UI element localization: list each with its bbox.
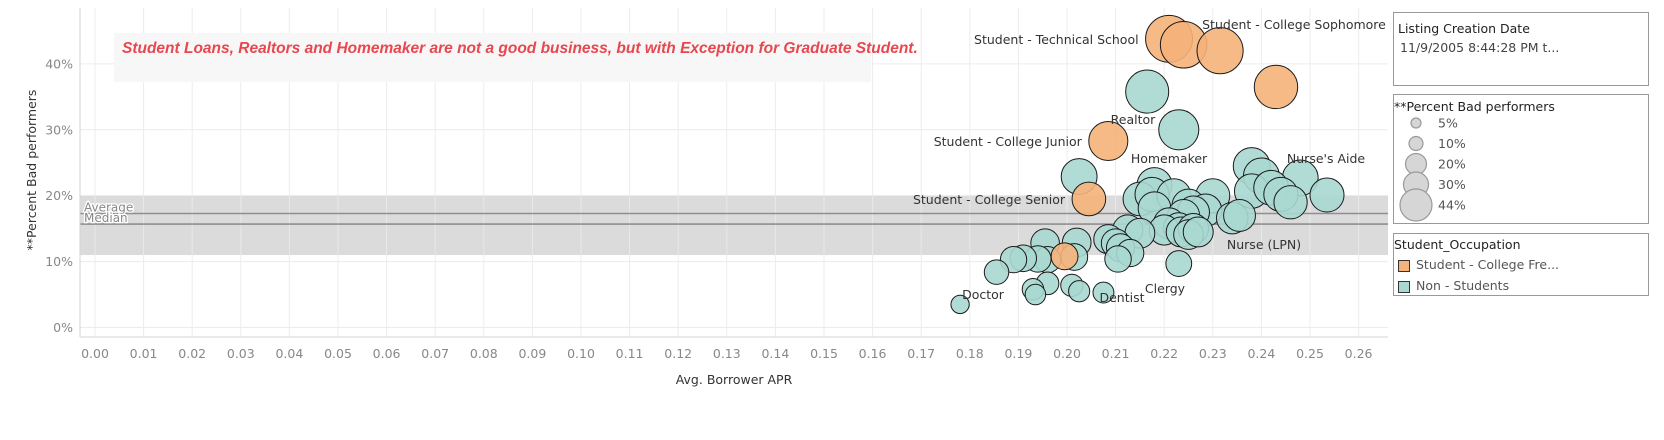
y-tick-label: 10% — [45, 254, 73, 269]
size-legend-symbol — [1404, 152, 1428, 176]
point-label: Student - College Senior — [913, 192, 1066, 207]
data-point — [1125, 69, 1170, 114]
x-tick-label: 0.12 — [664, 346, 692, 361]
data-point — [1223, 199, 1256, 232]
point-label: Student - College Sophomore — [1202, 17, 1386, 32]
y-tick-label: 0% — [53, 320, 73, 335]
x-tick-label: 0.20 — [1053, 346, 1081, 361]
point-label: Dentist — [1099, 290, 1144, 305]
date-legend[interactable]: Listing Creation Date 11/9/2005 8:44:28 … — [1393, 12, 1649, 86]
point-label: Nurse's Aide — [1287, 151, 1365, 166]
size-legend-label: 5% — [1438, 116, 1458, 131]
student-swatch — [1398, 259, 1410, 272]
data-point — [1196, 27, 1244, 75]
x-tick-label: 0.18 — [956, 346, 984, 361]
size-legend-label: 10% — [1438, 136, 1466, 151]
data-point — [1024, 283, 1047, 306]
x-tick-label: 0.25 — [1296, 346, 1324, 361]
x-tick-label: 0.21 — [1102, 346, 1130, 361]
data-point — [1182, 216, 1214, 248]
color-legend-label: Non - Students — [1416, 278, 1510, 293]
y-axis-title: **Percent Bad performers — [24, 90, 39, 251]
non-student-swatch — [1398, 280, 1410, 293]
x-tick-label: 0.09 — [518, 346, 546, 361]
data-point — [1253, 64, 1299, 110]
size-legend-label: 30% — [1438, 177, 1466, 192]
data-point — [1071, 181, 1107, 217]
color-legend[interactable]: Student_Occupation Student - College Fre… — [1393, 233, 1649, 296]
x-tick-label: 0.19 — [1004, 346, 1032, 361]
color-legend-item-non-student[interactable]: Non - Students — [1398, 278, 1509, 293]
x-tick-label: 0.22 — [1150, 346, 1178, 361]
size-legend-symbols: 5% 10% 20% 30% 44% — [1399, 116, 1466, 222]
point-label: Student - College Junior — [934, 134, 1083, 149]
size-legend[interactable]: **Percent Bad performers 5% 10% 20% 30% 44% — [1393, 94, 1649, 224]
reference-line-label: Median — [84, 211, 128, 225]
point-label: Doctor — [962, 287, 1005, 302]
data-point — [983, 259, 1010, 285]
x-tick-label: 0.15 — [810, 346, 838, 361]
annotation-box — [114, 33, 871, 82]
x-tick-label: 0.01 — [130, 346, 158, 361]
size-legend-symbol — [1408, 135, 1424, 152]
point-label: Realtor — [1111, 112, 1156, 127]
data-point — [1273, 185, 1308, 220]
size-legend-symbol — [1399, 188, 1433, 222]
date-legend-title: Listing Creation Date — [1398, 21, 1530, 36]
x-tick-label: 0.08 — [470, 346, 498, 361]
size-legend-label: 44% — [1438, 198, 1466, 213]
size-legend-label: 20% — [1438, 157, 1466, 172]
x-tick-label: 0.00 — [81, 346, 109, 361]
x-tick-label: 0.26 — [1345, 346, 1373, 361]
color-legend-label: Student - College Fre... — [1416, 257, 1560, 272]
data-point — [1309, 177, 1345, 213]
x-tick-label: 0.16 — [859, 346, 887, 361]
size-legend-symbol — [1410, 117, 1422, 129]
date-legend-value: 11/9/2005 8:44:28 PM t... — [1400, 40, 1560, 55]
x-tick-label: 0.11 — [616, 346, 644, 361]
data-point — [1104, 245, 1132, 273]
reference-line-label: Average — [84, 200, 133, 214]
x-tick-label: 0.24 — [1247, 346, 1275, 361]
color-legend-title: Student_Occupation — [1394, 237, 1521, 252]
x-tick-label: 0.13 — [713, 346, 741, 361]
x-tick-label: 0.17 — [907, 346, 935, 361]
point-label: Nurse (LPN) — [1227, 237, 1301, 252]
x-tick-label: 0.10 — [567, 346, 595, 361]
y-tick-label: 30% — [45, 122, 73, 137]
x-tick-label: 0.02 — [178, 346, 206, 361]
x-tick-label: 0.03 — [227, 346, 255, 361]
x-tick-label: 0.05 — [324, 346, 352, 361]
data-point — [1092, 281, 1115, 304]
x-tick-label: 0.06 — [373, 346, 401, 361]
x-tick-label: 0.04 — [275, 346, 303, 361]
y-tick-label: 40% — [45, 56, 73, 71]
data-point — [1068, 280, 1091, 303]
x-tick-label: 0.07 — [421, 346, 449, 361]
x-tick-label: 0.23 — [1199, 346, 1227, 361]
x-tick-label: 0.14 — [761, 346, 789, 361]
y-tick-label: 20% — [45, 188, 73, 203]
data-point — [950, 294, 970, 315]
point-label: Homemaker — [1131, 151, 1208, 166]
color-legend-item-student[interactable]: Student - College Fre... — [1398, 257, 1559, 272]
point-label: Clergy — [1145, 281, 1186, 296]
data-point — [1050, 242, 1079, 271]
data-point — [1088, 120, 1129, 162]
data-point — [1158, 109, 1200, 151]
data-point — [1165, 250, 1193, 277]
annotation-line: Student Loans, Realtors and Homemaker ar… — [122, 40, 918, 57]
size-legend-title: **Percent Bad performers — [1394, 99, 1555, 114]
x-axis-title: Avg. Borrower APR — [676, 372, 793, 387]
point-label: Student - Technical School — [974, 32, 1139, 47]
